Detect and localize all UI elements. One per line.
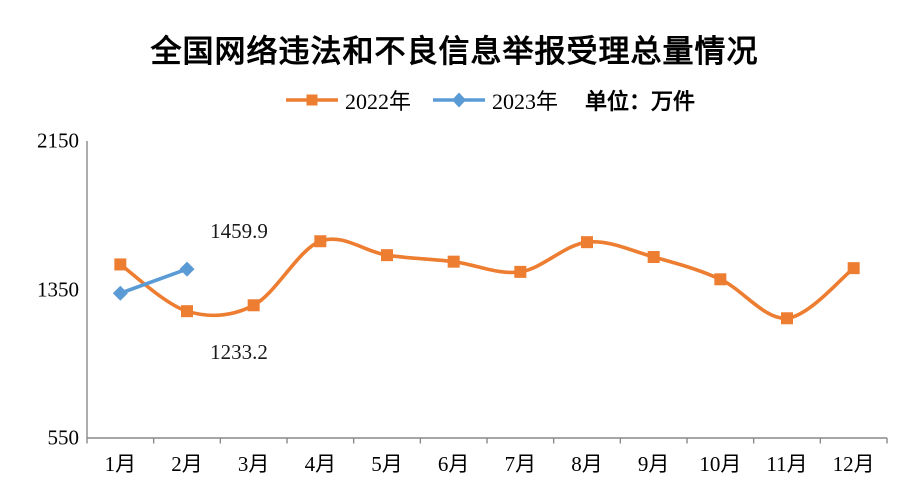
- y-tick-label-1350: 1350: [37, 277, 79, 301]
- legend-label-2022: 2022年: [345, 89, 412, 114]
- x-tick-label-4月: 4月: [304, 452, 337, 476]
- data-point-2022年-3月: [247, 299, 260, 312]
- x-tick-label-1月: 1月: [104, 452, 137, 476]
- data-point-2022年-11月: [781, 312, 793, 325]
- data-label-1233.2: 1233.2: [210, 340, 268, 364]
- x-tick-label-6月: 6月: [437, 452, 470, 476]
- legend-marker-2022-square-icon: [286, 94, 338, 106]
- data-point-2022年-4月: [314, 235, 327, 248]
- y-tick-label-550: 550: [47, 425, 80, 450]
- data-point-2023年-2月: [179, 261, 195, 277]
- x-tick-label-9月: 9月: [637, 452, 670, 476]
- chart-title: 全国网络违法和不良信息举报受理总量情况: [150, 34, 759, 69]
- data-point-2022年-9月: [647, 251, 660, 264]
- unit-label: 单位：万件: [585, 89, 696, 114]
- x-tick-label-2月: 2月: [171, 452, 203, 476]
- data-point-2022年-7月: [514, 265, 527, 278]
- data-point-2022年-10月: [714, 273, 727, 286]
- data-point-2022年-1月: [114, 258, 127, 271]
- data-point-2022年-2月: [181, 305, 193, 318]
- legend-item-2023: 2023年: [431, 87, 559, 114]
- legend-marker-2023-diamond-icon: [433, 92, 485, 108]
- data-point-2022年-8月: [581, 236, 593, 249]
- data-point-2022年-6月: [447, 255, 460, 268]
- data-point-2023年-1月: [112, 285, 128, 301]
- data-point-2022年-5月: [381, 249, 393, 262]
- x-tick-label-5月: 5月: [371, 452, 403, 476]
- x-tick-label-3月: 3月: [237, 452, 270, 476]
- x-tick-label-11月: 11月: [766, 452, 808, 476]
- x-tick-label-10月: 10月: [699, 452, 742, 476]
- x-tick-label-7月: 7月: [504, 452, 537, 476]
- legend-label-2023: 2023年: [492, 89, 559, 114]
- x-tick-label-12月: 12月: [832, 452, 875, 476]
- series-line-2023年: [118, 267, 189, 296]
- data-label-1459.9: 1459.9: [210, 219, 268, 243]
- y-tick-label-2150: 2150: [37, 128, 79, 153]
- legend-item-2022: 2022年: [284, 87, 412, 114]
- series-line-2022年: [118, 237, 856, 321]
- data-point-2022年-12月: [847, 262, 860, 275]
- x-tick-label-8月: 8月: [571, 452, 603, 476]
